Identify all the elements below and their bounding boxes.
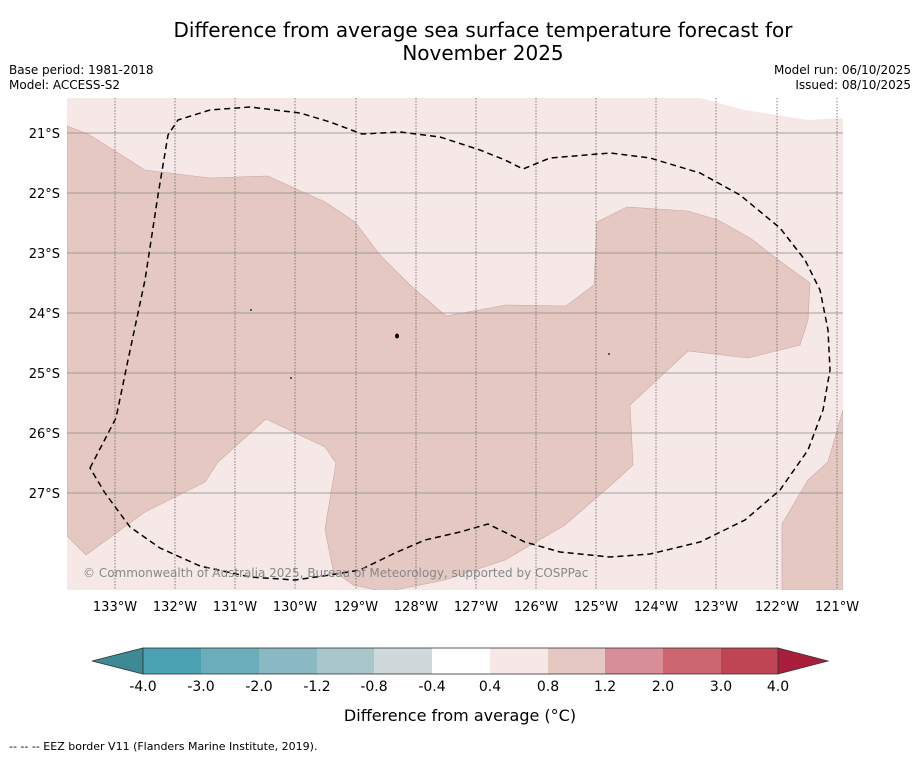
island-1 bbox=[395, 333, 399, 339]
colorbar-tick: 4.0 bbox=[767, 679, 789, 695]
colorbar-segment bbox=[259, 648, 317, 674]
colorbar-tick: -4.0 bbox=[129, 679, 156, 695]
lat-label: 25°S bbox=[29, 367, 60, 382]
colorbar-segment bbox=[317, 648, 374, 674]
title-line-2: November 2025 bbox=[402, 41, 564, 65]
colorbar-tick: 0.8 bbox=[537, 679, 559, 695]
island-2 bbox=[250, 309, 252, 311]
colorbar-segment bbox=[432, 648, 490, 674]
lat-label: 21°S bbox=[29, 127, 60, 142]
colorbar-tick: 3.0 bbox=[710, 679, 732, 695]
graticule bbox=[67, 132, 843, 494]
copyright-text: © Commonwealth of Australia 2025, Bureau… bbox=[83, 566, 588, 580]
colorbar-segments bbox=[143, 648, 778, 674]
colorbar-over-arrow bbox=[777, 647, 830, 675]
island-3 bbox=[290, 377, 292, 379]
lat-label: 22°S bbox=[29, 187, 60, 202]
lon-label: 124°W bbox=[634, 600, 678, 615]
islands bbox=[250, 309, 610, 379]
lon-label: 125°W bbox=[574, 600, 618, 615]
anomaly-region-dark-right bbox=[781, 409, 843, 590]
issued-date: Issued: 08/10/2025 bbox=[795, 78, 911, 92]
lon-label: 126°W bbox=[514, 600, 558, 615]
model-run: Model run: 06/10/2025 bbox=[773, 63, 911, 77]
lat-label: 23°S bbox=[29, 247, 60, 262]
colorbar-tick: 1.2 bbox=[594, 679, 616, 695]
colorbar-segment bbox=[605, 648, 663, 674]
footer-note: -- -- -- EEZ border V11 (Flanders Marine… bbox=[9, 740, 318, 753]
lon-label: 130°W bbox=[273, 600, 317, 615]
lon-label: 131°W bbox=[213, 600, 257, 615]
colorbar-tick: 0.4 bbox=[479, 679, 501, 695]
base-period: Base period: 1981-2018 bbox=[9, 63, 154, 77]
lon-label: 127°W bbox=[454, 600, 498, 615]
lon-label: 121°W bbox=[815, 600, 859, 615]
colorbar-tick: -0.4 bbox=[418, 679, 445, 695]
colorbar-tick: -2.0 bbox=[245, 679, 272, 695]
colorbar-segment bbox=[663, 648, 721, 674]
lat-label: 27°S bbox=[29, 487, 60, 502]
lon-label: 123°W bbox=[694, 600, 738, 615]
colorbar-tick: -0.8 bbox=[360, 679, 387, 695]
lon-label: 129°W bbox=[334, 600, 378, 615]
colorbar-ticks: -4.0 -3.0 -2.0 -1.2 -0.8 -0.4 0.4 0.8 1.… bbox=[129, 679, 789, 695]
lat-label: 24°S bbox=[29, 307, 60, 322]
lon-label: 128°W bbox=[394, 600, 438, 615]
model-name: Model: ACCESS-S2 bbox=[9, 78, 121, 92]
colorbar-label: Difference from average (°C) bbox=[344, 706, 576, 725]
lat-label: 26°S bbox=[29, 427, 60, 442]
colorbar-segment bbox=[490, 648, 548, 674]
colorbar-under-arrow bbox=[91, 647, 144, 675]
lon-label: 122°W bbox=[755, 600, 799, 615]
colorbar-segment bbox=[374, 648, 432, 674]
title-line-1: Difference from average sea surface temp… bbox=[173, 18, 793, 42]
no-data-corner bbox=[700, 98, 843, 120]
colorbar-segment bbox=[721, 648, 778, 674]
colorbar-tick: -3.0 bbox=[187, 679, 214, 695]
map-area: © Commonwealth of Australia 2025, Bureau… bbox=[67, 98, 843, 590]
anomaly-region-dark-main bbox=[67, 125, 811, 590]
island-4 bbox=[608, 353, 610, 355]
map-svg: © Commonwealth of Australia 2025, Bureau… bbox=[29, 98, 859, 725]
meta-right: Model run: 06/10/2025 Issued: 08/10/2025 bbox=[774, 63, 911, 93]
colorbar-tick: -1.2 bbox=[303, 679, 330, 695]
chart-title: Difference from average sea surface temp… bbox=[0, 19, 919, 65]
colorbar: -4.0 -3.0 -2.0 -1.2 -0.8 -0.4 0.4 0.8 1.… bbox=[91, 647, 830, 725]
longitude-labels: 133°W 132°W 131°W 130°W 129°W 128°W 127°… bbox=[93, 600, 859, 615]
eez-border bbox=[89, 106, 831, 581]
latitude-labels: 21°S 22°S 23°S 24°S 25°S 26°S 27°S bbox=[29, 127, 60, 502]
lon-label: 132°W bbox=[153, 600, 197, 615]
lon-label: 133°W bbox=[93, 600, 137, 615]
colorbar-frame bbox=[142, 647, 779, 675]
colorbar-segment bbox=[143, 648, 201, 674]
meta-left: Base period: 1981-2018 Model: ACCESS-S2 bbox=[9, 63, 154, 93]
meridians bbox=[114, 98, 838, 590]
colorbar-segment bbox=[548, 648, 605, 674]
colorbar-tick: 2.0 bbox=[652, 679, 674, 695]
colorbar-segment bbox=[201, 648, 259, 674]
